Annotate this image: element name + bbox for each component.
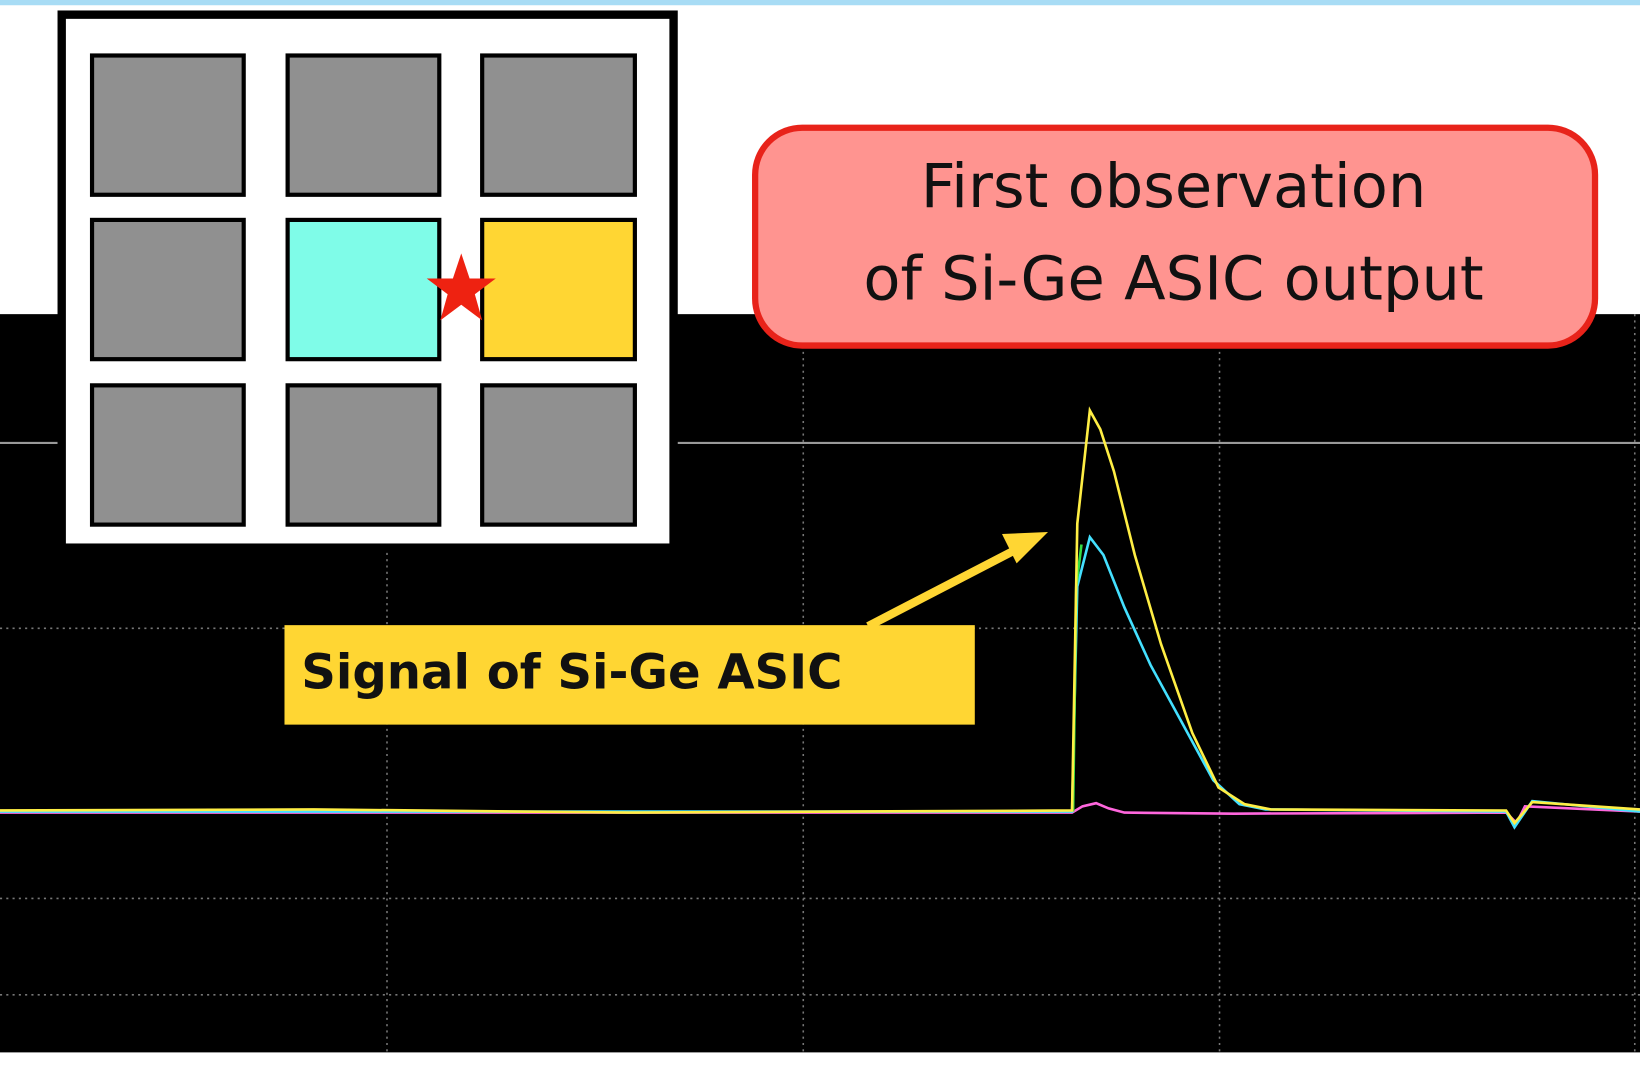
callout-line: First observation — [921, 152, 1427, 222]
pixel-map — [62, 15, 674, 548]
slide: First observation of Si-Ge ASIC output S… — [0, 0, 1640, 1066]
top-strip — [0, 0, 1640, 5]
callout: First observation of Si-Ge ASIC output — [755, 128, 1595, 346]
page: {"callout": {"lines": ["First observatio… — [0, 0, 1640, 1066]
signal-label: Signal of Si-Ge ASIC — [301, 644, 842, 700]
callout-line: of Si-Ge ASIC output — [863, 244, 1483, 314]
